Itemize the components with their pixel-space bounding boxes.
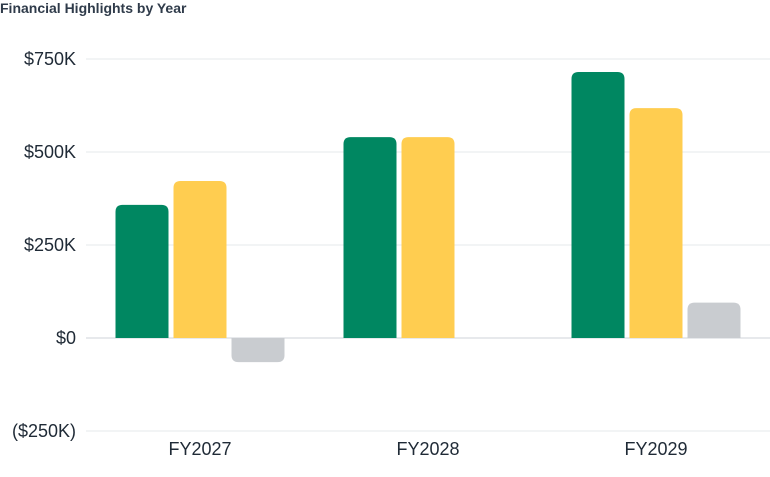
bar-fy2029-series-2 bbox=[629, 108, 683, 338]
y-axis-ticks: $750K $500K $250K $0 ($250K) bbox=[12, 49, 76, 441]
x-axis-labels: FY2027 FY2028 FY2029 bbox=[168, 439, 687, 459]
x-tick-label-fy2029: FY2029 bbox=[624, 439, 687, 459]
bar-fy2029-series-3 bbox=[687, 302, 741, 338]
y-tick-label: ($250K) bbox=[12, 421, 76, 441]
y-tick-label: $500K bbox=[24, 142, 76, 162]
x-tick-label-fy2028: FY2028 bbox=[396, 439, 459, 459]
chart-title: Financial Highlights by Year bbox=[0, 0, 187, 16]
bar-fy2027-series-2 bbox=[173, 181, 227, 338]
y-tick-label: $250K bbox=[24, 235, 76, 255]
bar-fy2027-series-3 bbox=[231, 338, 285, 363]
bar-fy2027-series-1 bbox=[115, 204, 169, 338]
bar-fy2028-series-1 bbox=[343, 137, 397, 338]
bar-fy2028-series-2 bbox=[401, 137, 455, 338]
y-tick-label: $750K bbox=[24, 49, 76, 69]
x-tick-label-fy2027: FY2027 bbox=[168, 439, 231, 459]
y-tick-label: $0 bbox=[56, 328, 76, 348]
bars bbox=[115, 72, 741, 363]
bar-fy2029-series-1 bbox=[571, 72, 625, 339]
